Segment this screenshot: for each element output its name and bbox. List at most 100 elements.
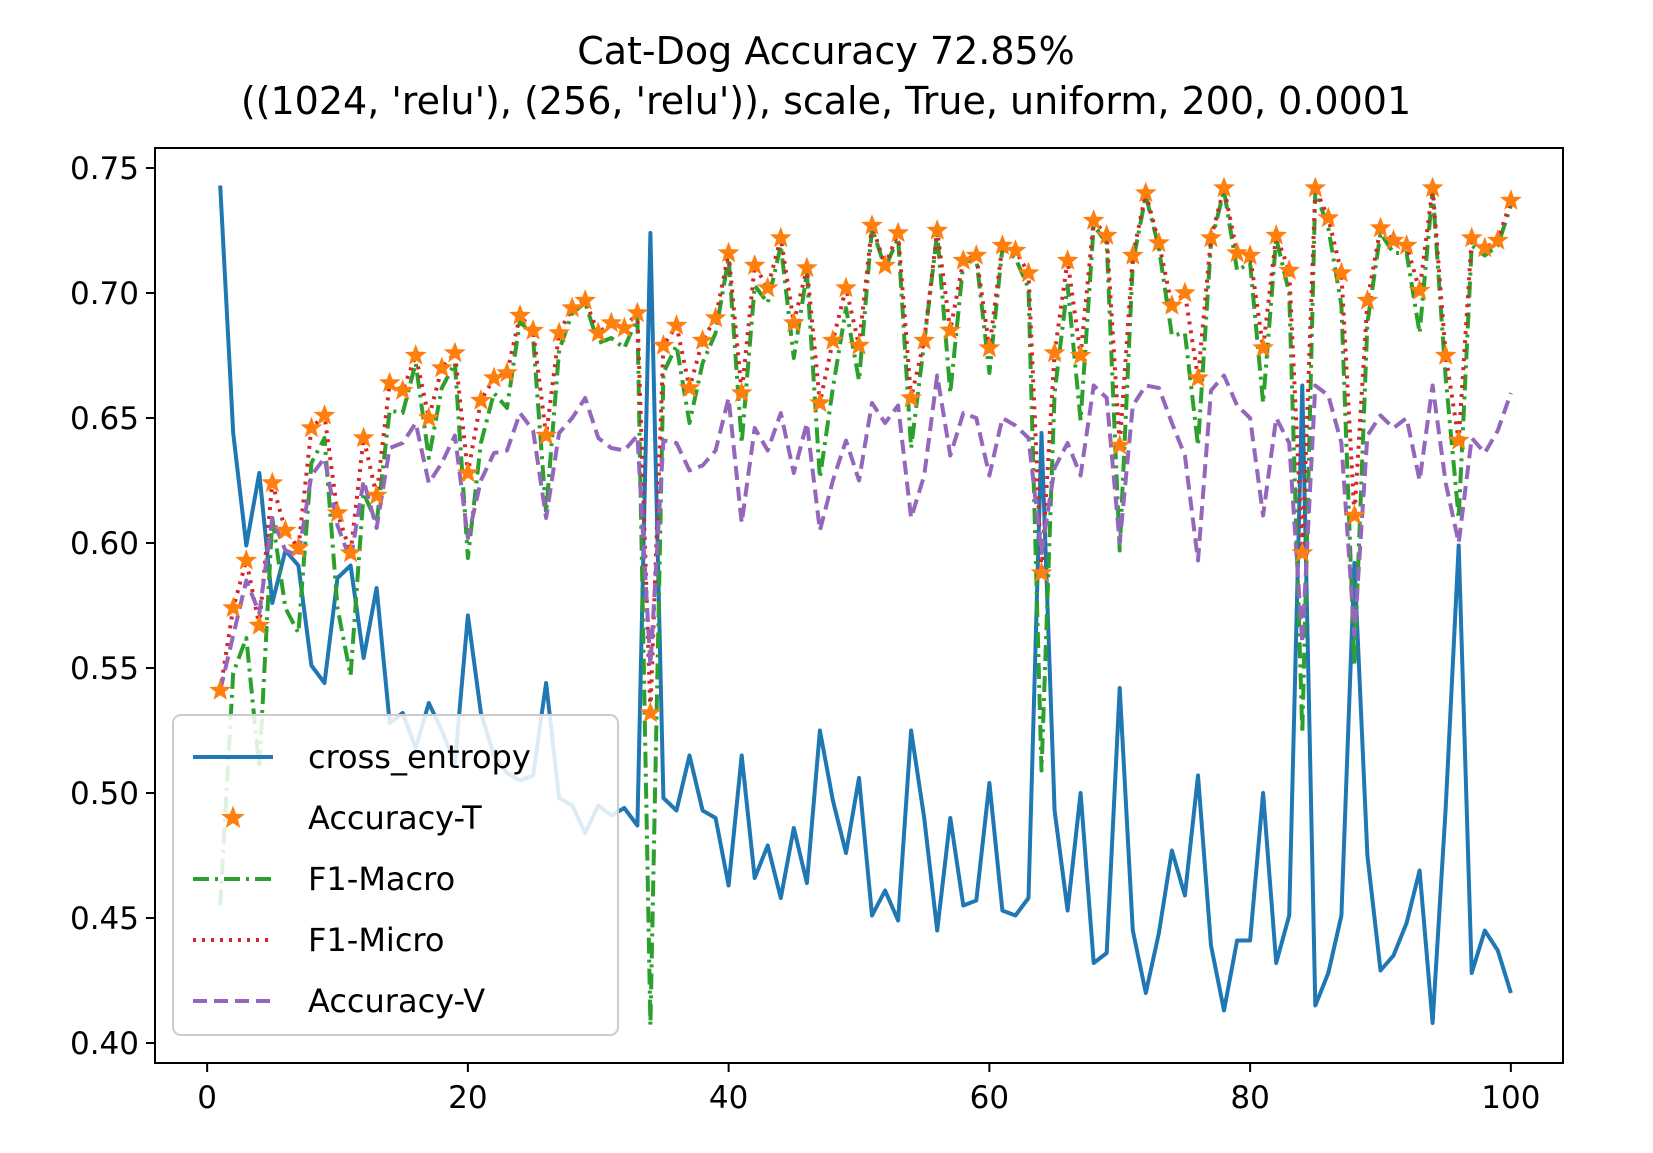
point-Accuracy-T-48 bbox=[822, 329, 844, 350]
point-Accuracy-T-55 bbox=[913, 329, 936, 350]
y-tick-label-0.5: 0.50 bbox=[70, 776, 139, 812]
point-Accuracy-T-53 bbox=[887, 221, 909, 243]
point-Accuracy-T-35 bbox=[652, 334, 675, 355]
point-Accuracy-T-85 bbox=[1304, 176, 1327, 198]
point-Accuracy-T-71 bbox=[1121, 244, 1144, 265]
legend: cross_entropy Accuracy-T F1-Macro F1-Micro A… bbox=[172, 714, 619, 1036]
point-Accuracy-T-90 bbox=[1369, 216, 1392, 238]
point-Accuracy-T-82 bbox=[1265, 224, 1288, 245]
point-Accuracy-T-75 bbox=[1174, 281, 1196, 303]
y-tick-label-0.55: 0.55 bbox=[70, 651, 139, 687]
point-Accuracy-T-31 bbox=[600, 311, 623, 333]
point-Accuracy-T-77 bbox=[1200, 226, 1222, 248]
point-Accuracy-T-81 bbox=[1252, 336, 1275, 358]
series-F1-Macro bbox=[218, 188, 1513, 1028]
point-Accuracy-T-94 bbox=[1421, 176, 1444, 198]
y-tick-label-0.7: 0.70 bbox=[70, 276, 139, 312]
point-Accuracy-T-13 bbox=[365, 484, 388, 505]
point-Accuracy-T-10 bbox=[326, 501, 349, 523]
point-Accuracy-T-88 bbox=[1343, 504, 1366, 525]
point-Accuracy-T-68 bbox=[1082, 209, 1105, 230]
point-Accuracy-T-59 bbox=[965, 244, 988, 265]
point-Accuracy-T-41 bbox=[730, 381, 753, 403]
point-Accuracy-T-62 bbox=[1004, 239, 1027, 260]
point-Accuracy-T-57 bbox=[939, 319, 962, 340]
series-Accuracy-V bbox=[218, 373, 1513, 691]
point-Accuracy-T-3 bbox=[235, 549, 258, 570]
point-Accuracy-T-99 bbox=[1486, 229, 1509, 250]
point-Accuracy-T-16 bbox=[404, 344, 427, 365]
point-Accuracy-T-40 bbox=[717, 241, 740, 263]
point-Accuracy-T-15 bbox=[391, 379, 414, 400]
point-Accuracy-T-79 bbox=[1226, 241, 1248, 263]
point-Accuracy-T-69 bbox=[1095, 224, 1118, 245]
legend-label-F1-Macro: F1-Macro bbox=[308, 860, 455, 898]
point-Accuracy-T-100 bbox=[1499, 189, 1522, 210]
point-Accuracy-T-36 bbox=[665, 314, 688, 335]
point-Accuracy-T-20 bbox=[457, 461, 479, 483]
x-tick-label-0: 0 bbox=[197, 1080, 217, 1116]
point-Accuracy-T-98 bbox=[1473, 236, 1496, 258]
x-tick-label-20: 20 bbox=[448, 1080, 487, 1116]
point-Accuracy-T-65 bbox=[1043, 341, 1066, 363]
point-Accuracy-T-70 bbox=[1108, 434, 1131, 455]
point-Accuracy-T-87 bbox=[1330, 261, 1353, 283]
point-Accuracy-T-50 bbox=[848, 334, 870, 355]
point-Accuracy-T-38 bbox=[691, 329, 714, 350]
point-Accuracy-T-93 bbox=[1408, 279, 1431, 300]
point-Accuracy-T-72 bbox=[1134, 181, 1157, 203]
point-Accuracy-T-51 bbox=[861, 214, 883, 235]
point-Accuracy-T-74 bbox=[1161, 294, 1183, 315]
point-Accuracy-T-32 bbox=[613, 316, 636, 338]
chart-subtitle: ((1024, 'relu'), (256, 'relu')), scale, … bbox=[241, 79, 1411, 123]
point-Accuracy-T-24 bbox=[509, 304, 531, 325]
point-Accuracy-T-92 bbox=[1395, 234, 1418, 255]
legend-label-F1-Micro: F1-Micro bbox=[308, 921, 444, 959]
point-Accuracy-T-4 bbox=[248, 614, 271, 635]
point-Accuracy-T-83 bbox=[1278, 259, 1301, 280]
point-Accuracy-T-28 bbox=[561, 296, 584, 318]
x-tick-label-100: 100 bbox=[1481, 1080, 1540, 1116]
point-Accuracy-T-84 bbox=[1291, 541, 1314, 563]
x-tick-label-80: 80 bbox=[1230, 1080, 1269, 1116]
legend-marker-Accuracy-T bbox=[221, 805, 245, 829]
point-Accuracy-T-43 bbox=[756, 276, 779, 298]
line-Accuracy-V bbox=[218, 373, 1513, 691]
plot-frame bbox=[154, 147, 1564, 1064]
point-Accuracy-T-86 bbox=[1317, 206, 1340, 228]
point-Accuracy-T-76 bbox=[1187, 366, 1209, 388]
point-Accuracy-T-1 bbox=[209, 679, 232, 700]
point-Accuracy-T-78 bbox=[1213, 176, 1235, 198]
point-Accuracy-T-7 bbox=[287, 536, 310, 558]
y-tick-label-0.75: 0.75 bbox=[70, 151, 139, 187]
point-Accuracy-T-33 bbox=[626, 301, 649, 323]
point-Accuracy-T-47 bbox=[809, 391, 831, 413]
legend-label-Accuracy-V: Accuracy-V bbox=[308, 982, 485, 1020]
series-Accuracy-T bbox=[209, 176, 1522, 723]
point-Accuracy-T-63 bbox=[1017, 261, 1040, 283]
point-Accuracy-T-26 bbox=[535, 424, 557, 445]
point-Accuracy-T-58 bbox=[952, 249, 975, 270]
point-Accuracy-T-95 bbox=[1434, 344, 1457, 365]
point-Accuracy-T-52 bbox=[874, 254, 896, 275]
point-Accuracy-T-29 bbox=[574, 289, 597, 310]
point-Accuracy-T-22 bbox=[483, 366, 505, 388]
point-Accuracy-T-18 bbox=[430, 356, 453, 378]
point-Accuracy-T-19 bbox=[443, 341, 466, 363]
point-Accuracy-T-97 bbox=[1460, 226, 1483, 248]
point-Accuracy-T-96 bbox=[1447, 429, 1470, 450]
series-F1-Micro bbox=[218, 186, 1513, 715]
point-Accuracy-T-46 bbox=[795, 256, 818, 278]
point-Accuracy-T-14 bbox=[378, 371, 401, 393]
legend-box bbox=[172, 714, 619, 1036]
point-Accuracy-T-45 bbox=[782, 311, 805, 333]
x-axis: 0 20 40 60 80 100 bbox=[197, 1063, 1540, 1116]
point-Accuracy-T-60 bbox=[978, 336, 1001, 358]
point-Accuracy-T-12 bbox=[352, 426, 375, 448]
point-Accuracy-T-21 bbox=[470, 389, 492, 410]
point-Accuracy-T-37 bbox=[678, 376, 701, 398]
y-axis: 0.40 0.45 0.50 0.55 0.60 0.65 0.70 0.75 bbox=[70, 151, 155, 1062]
point-Accuracy-T-44 bbox=[769, 226, 792, 248]
point-Accuracy-T-27 bbox=[548, 321, 571, 343]
point-Accuracy-T-73 bbox=[1147, 231, 1170, 253]
